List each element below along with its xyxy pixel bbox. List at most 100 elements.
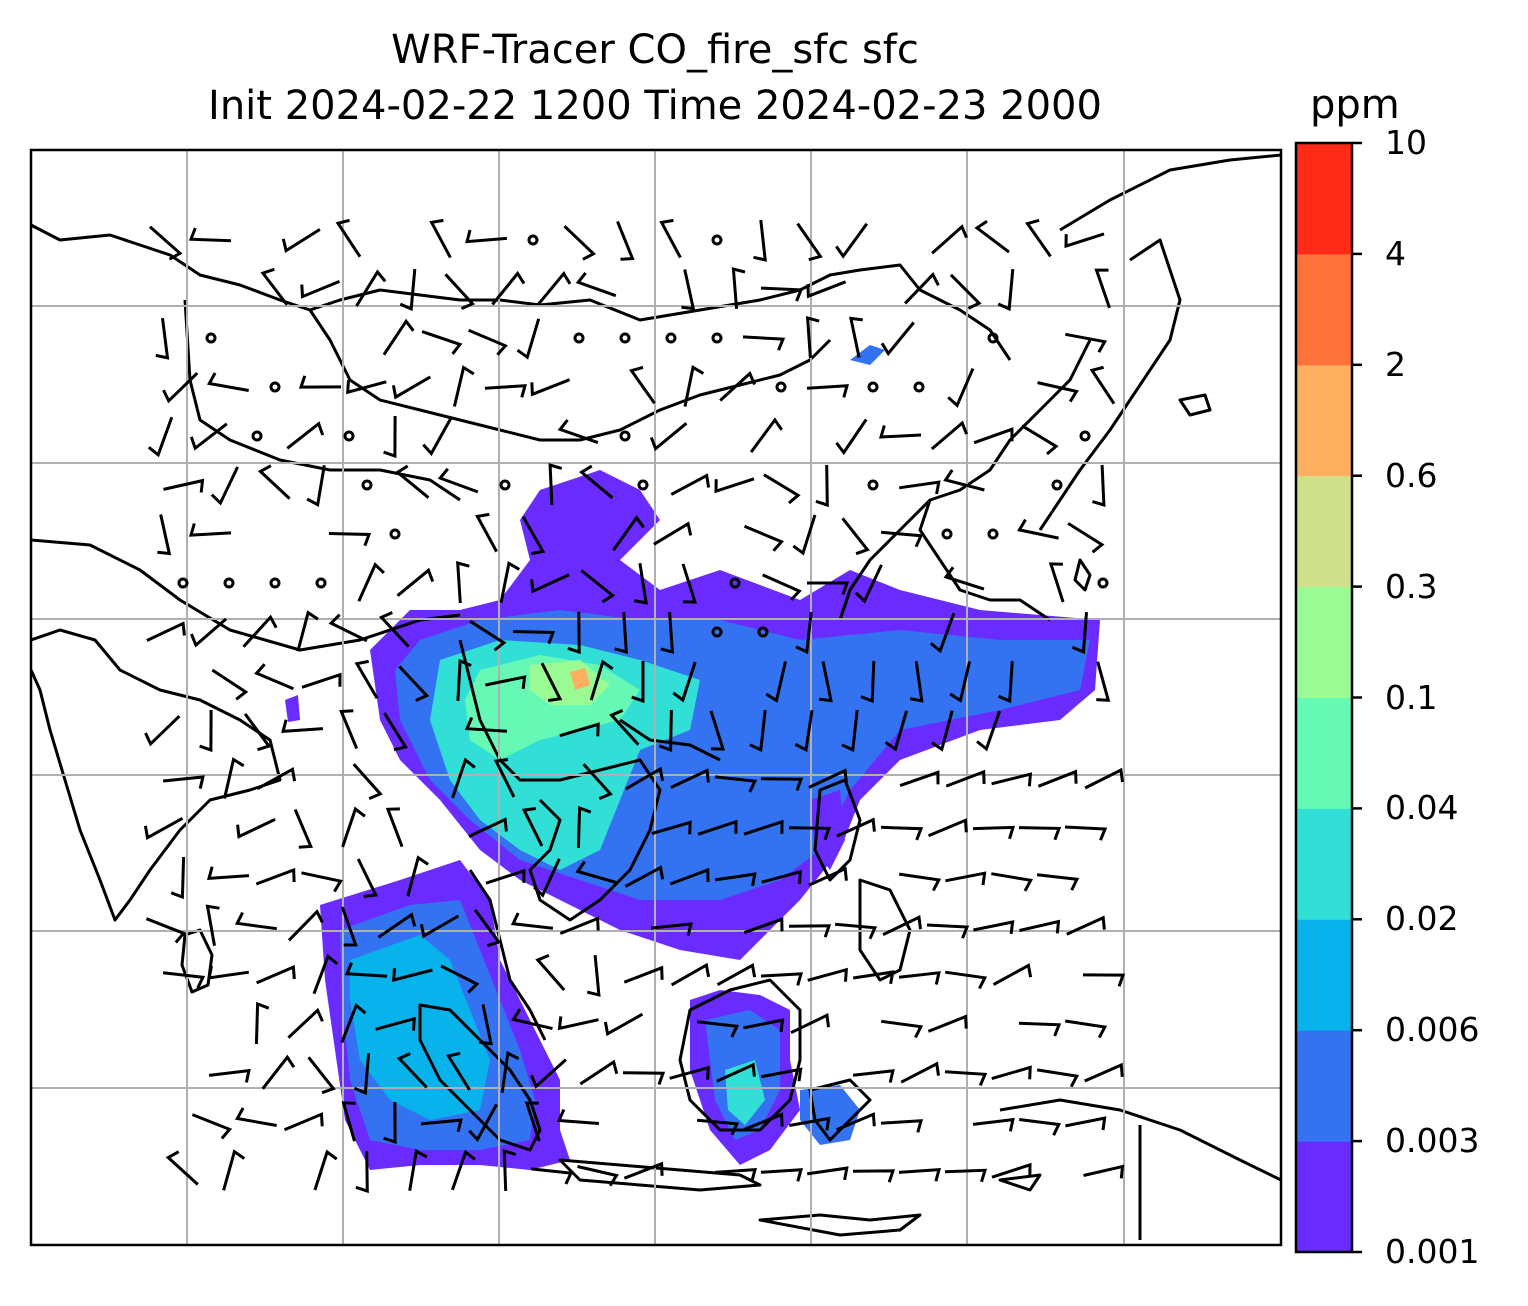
wind-barb — [328, 613, 368, 643]
colorbar-segment — [1296, 1141, 1352, 1253]
wind-barb — [579, 1059, 619, 1086]
wind-barb — [992, 963, 1033, 986]
wind-barb — [697, 819, 738, 836]
wind-barb — [650, 922, 693, 936]
wind-barb — [281, 228, 321, 253]
wind-barbs — [143, 218, 1126, 1194]
wind-barb — [973, 920, 1015, 935]
wind-barb — [683, 365, 705, 407]
wind-barb — [207, 965, 250, 980]
wind-barb — [261, 1054, 296, 1090]
wind-barb — [669, 867, 710, 886]
calm-wind-marker — [729, 577, 741, 589]
wind-barb — [616, 220, 635, 261]
wind-barb — [1064, 1019, 1108, 1039]
wind-barb — [437, 467, 479, 494]
wind-barb — [165, 1150, 199, 1186]
wind-barb — [355, 1150, 369, 1194]
wind-barb — [836, 817, 876, 838]
colorbar-tick-label: 0.6 — [1385, 455, 1438, 495]
wind-barb — [653, 521, 693, 546]
plume-mongolia-spot — [850, 345, 885, 365]
wind-barb — [451, 757, 476, 799]
colorbar-tick-label: 4 — [1385, 233, 1406, 273]
wind-barb — [256, 964, 296, 985]
colorbar — [1294, 141, 1362, 1254]
colorbar-tick-label: 0.006 — [1385, 1010, 1480, 1050]
wind-barb — [287, 909, 324, 942]
wind-barb — [860, 660, 876, 704]
wind-barb — [521, 807, 544, 847]
wind-barb — [296, 610, 319, 652]
wind-barb — [242, 614, 278, 648]
wind-barb — [670, 473, 711, 496]
wind-barb — [398, 665, 430, 702]
wind-barb — [852, 1169, 896, 1183]
wind-barb — [835, 418, 868, 456]
wind-barb — [162, 971, 206, 989]
wind-barb — [382, 318, 415, 356]
calm-wind-marker — [757, 626, 769, 638]
wind-barb — [586, 954, 601, 997]
wind-barb — [422, 417, 453, 457]
wind-barb — [882, 915, 922, 937]
wind-barb — [806, 280, 847, 299]
wind-barb — [355, 269, 387, 307]
calm-wind-marker — [1079, 430, 1091, 442]
colorbar-segment — [1296, 808, 1352, 920]
wind-barb — [149, 225, 183, 261]
wind-barb — [609, 709, 640, 746]
wind-barb — [1025, 218, 1052, 258]
wind-barb — [670, 768, 710, 789]
calm-wind-marker — [711, 626, 723, 638]
wind-barb — [283, 1112, 324, 1132]
colorbar-tick-label: 0.001 — [1385, 1232, 1480, 1271]
wind-barb — [286, 421, 325, 450]
wind-barb — [760, 777, 804, 792]
wind-barb — [884, 710, 909, 752]
wind-barb — [563, 225, 597, 261]
wind-barb — [580, 569, 616, 604]
wind-barb — [1019, 1118, 1062, 1136]
wind-barb — [346, 380, 387, 395]
wind-barb — [512, 630, 556, 645]
wind-barb — [307, 1056, 336, 1095]
wind-barb — [1064, 825, 1108, 841]
wind-barb — [789, 1116, 831, 1131]
wind-barb — [344, 962, 388, 978]
colorbar-segment — [1296, 364, 1352, 477]
wind-barb — [188, 227, 232, 243]
wind-barb — [854, 564, 883, 604]
calm-wind-marker — [987, 332, 999, 344]
wind-barb — [629, 365, 656, 405]
wind-barb — [254, 663, 294, 691]
wind-barb — [301, 672, 342, 689]
wind-barb — [234, 911, 278, 931]
wind-barb — [548, 462, 563, 506]
wind-barb — [383, 712, 408, 752]
wind-barb — [406, 855, 429, 897]
wind-barb — [300, 280, 341, 299]
wind-barb — [254, 1001, 270, 1045]
wind-barb — [537, 271, 572, 306]
wind-barb — [753, 219, 767, 262]
wind-barb — [475, 512, 498, 553]
wind-barb — [927, 1014, 968, 1033]
wind-barb — [880, 1119, 924, 1133]
wind-barb — [1065, 1116, 1107, 1131]
wind-barb — [188, 523, 232, 537]
wind-barb — [659, 218, 682, 259]
wind-barb — [385, 807, 404, 848]
calm-wind-marker — [867, 479, 879, 491]
wind-barb — [622, 1071, 666, 1086]
wind-barb — [909, 660, 924, 703]
wind-barb — [898, 480, 941, 495]
calm-wind-marker — [665, 332, 677, 344]
wind-barb — [557, 419, 599, 445]
wind-barb — [524, 1101, 541, 1142]
wind-barb — [440, 964, 480, 994]
wind-barb — [765, 661, 787, 703]
wind-barb — [1018, 1021, 1062, 1037]
wind-barb — [614, 611, 628, 655]
wind-barb — [878, 425, 922, 439]
